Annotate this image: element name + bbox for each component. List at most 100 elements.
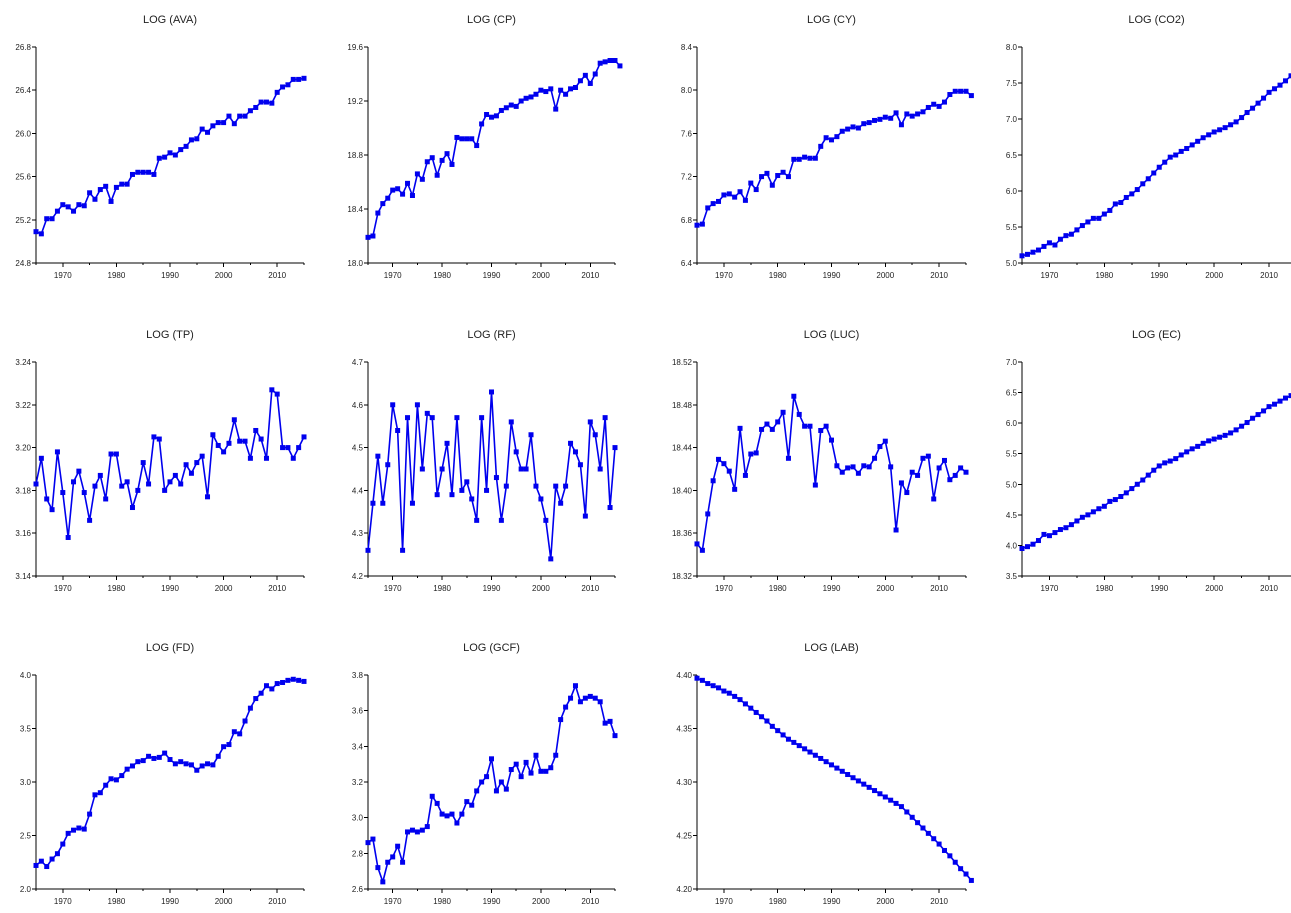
x-tick-label: 1990: [823, 584, 841, 593]
data-point: [135, 169, 141, 175]
y-tick-label: 26.4: [15, 86, 31, 95]
series-line: [696, 395, 967, 552]
data-point: [732, 486, 738, 492]
x-tick-label: 2000: [215, 897, 233, 906]
data-point: [459, 487, 465, 493]
data-point: [449, 811, 455, 817]
chart-panel: LOG (CP) 18.0 18.4 18.8 19.2 19.6 1970 1980 1990…: [347, 14, 623, 280]
data-point: [963, 469, 969, 475]
data-point: [518, 98, 524, 104]
data-point: [484, 774, 490, 780]
data-point: [146, 481, 152, 487]
series-line: [696, 90, 972, 226]
x-tick-label: 2010: [930, 897, 948, 906]
data-point: [119, 483, 125, 489]
data-point: [769, 426, 775, 432]
data-point: [1255, 100, 1261, 106]
chart-title: LOG (FD): [146, 642, 194, 654]
chart-panel: LOG (EC) 3.5 4.0 4.5 5.0 5.5 6.0 6.5 7.0 1970 1980…: [1006, 329, 1291, 593]
x-tick-label: 2000: [532, 584, 550, 593]
data-point: [882, 114, 888, 120]
data-point: [775, 728, 781, 734]
data-point: [194, 136, 200, 142]
data-point: [716, 685, 722, 691]
y-tick-label: 5.0: [1006, 259, 1018, 268]
data-point: [587, 419, 593, 425]
data-point: [385, 195, 391, 201]
data-point: [237, 731, 243, 737]
y-tick-label: 5.5: [1006, 450, 1018, 459]
data-point: [1118, 494, 1124, 500]
data-point: [963, 871, 969, 877]
data-point: [269, 686, 275, 692]
data-point: [1041, 243, 1047, 249]
data-point: [1074, 518, 1080, 524]
data-point: [737, 697, 743, 703]
x-tick-label: 1970: [54, 271, 72, 280]
data-point: [748, 705, 754, 711]
data-point: [1189, 142, 1195, 148]
y-tick-label: 7.6: [681, 129, 693, 138]
data-point: [812, 752, 818, 758]
data-point: [796, 411, 802, 417]
data-point: [454, 415, 460, 421]
data-point: [183, 462, 189, 468]
data-point: [553, 106, 559, 112]
y-tick-label: 4.2: [352, 572, 364, 581]
data-point: [785, 455, 791, 461]
data-point: [710, 201, 716, 207]
chart-panel: LOG (LUC) 18.32 18.36 18.40 18.44 18.48 18.52 1…: [672, 329, 969, 593]
data-point: [242, 113, 248, 119]
series-line: [367, 59, 621, 239]
data-point: [205, 129, 211, 135]
x-tick-label: 1970: [715, 584, 733, 593]
data-point: [424, 824, 430, 830]
data-point: [1288, 393, 1291, 399]
data-point: [469, 802, 475, 808]
data-point: [390, 187, 396, 193]
data-point: [444, 151, 450, 157]
data-point: [1244, 420, 1250, 426]
data-point: [269, 100, 275, 106]
y-tick-label: 3.14: [15, 572, 31, 581]
data-point: [893, 110, 899, 116]
y-tick-label: 18.36: [672, 529, 693, 538]
data-point: [290, 76, 296, 82]
data-point: [459, 136, 465, 142]
data-point: [920, 455, 926, 461]
data-point: [1134, 481, 1140, 487]
data-point: [400, 859, 406, 865]
data-point: [1101, 503, 1107, 509]
data-point: [764, 718, 770, 724]
data-point: [226, 742, 232, 748]
data-point: [893, 527, 899, 533]
data-point: [258, 99, 264, 105]
data-point: [866, 784, 872, 790]
data-point: [205, 494, 211, 500]
data-point: [409, 827, 415, 833]
y-tick-label: 3.22: [15, 401, 31, 410]
data-point: [444, 813, 450, 819]
data-point: [385, 859, 391, 865]
chart-title: LOG (RF): [467, 329, 515, 341]
data-point: [936, 465, 942, 471]
data-point: [375, 210, 381, 216]
data-point: [1090, 215, 1096, 221]
data-point: [1019, 545, 1025, 551]
data-point: [872, 117, 878, 123]
data-point: [694, 675, 700, 681]
y-tick-label: 2.8: [352, 849, 364, 858]
data-point: [409, 193, 415, 198]
data-point: [1211, 129, 1217, 135]
data-point: [1079, 223, 1085, 229]
data-point: [242, 718, 248, 724]
data-point: [577, 699, 583, 705]
data-point: [493, 788, 499, 794]
chart-title: LOG (TP): [146, 329, 194, 341]
data-point: [484, 112, 490, 117]
data-point: [721, 192, 727, 198]
data-point: [162, 487, 168, 493]
data-point: [87, 517, 93, 523]
data-point: [71, 208, 77, 214]
data-point: [493, 475, 499, 481]
